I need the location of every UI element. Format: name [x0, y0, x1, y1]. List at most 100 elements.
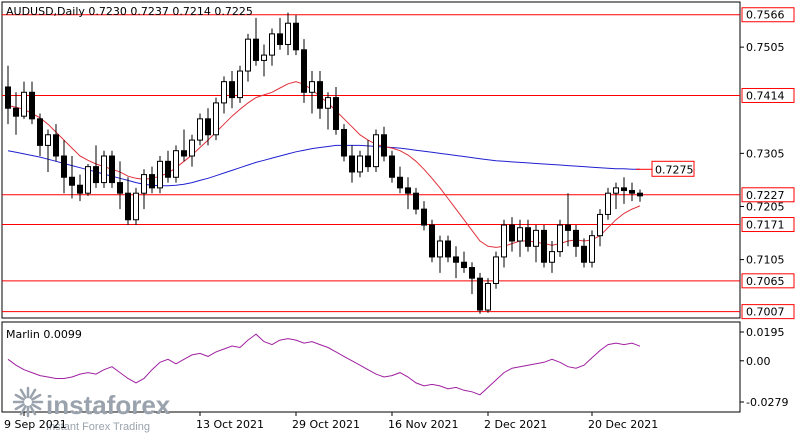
level-label-text: 0.7566 — [746, 9, 785, 22]
candle — [477, 272, 483, 314]
candle — [125, 177, 131, 226]
candle — [117, 161, 123, 210]
candle-body — [133, 192, 139, 221]
candle-body — [389, 155, 395, 178]
candle — [365, 140, 371, 172]
candle — [325, 92, 331, 130]
candle-body — [461, 261, 467, 269]
candle-body — [453, 256, 459, 263]
candle-body — [37, 118, 43, 146]
candle-body — [157, 160, 163, 189]
candle-body — [597, 213, 603, 237]
candle-body — [541, 229, 547, 263]
candle — [285, 12, 291, 56]
candle-body — [549, 251, 555, 263]
candle-body — [253, 38, 259, 61]
candle — [229, 71, 235, 109]
indicator-tick-label: 0.00 — [746, 355, 771, 368]
candle — [485, 278, 491, 313]
watermark-tagline: Instant Forex Trading — [46, 421, 150, 433]
candle-body — [437, 240, 443, 258]
level-label-box — [741, 304, 795, 320]
candle — [205, 108, 211, 146]
price-tick-label: 0.7205 — [746, 200, 785, 213]
candle — [413, 187, 419, 215]
candle-body — [317, 81, 323, 109]
candle-body — [205, 118, 211, 136]
candle-body — [293, 22, 299, 51]
candle — [637, 189, 643, 202]
candle-body — [301, 49, 307, 93]
candle — [421, 201, 427, 231]
candle-body — [613, 187, 619, 194]
candle — [333, 86, 339, 135]
candle — [429, 219, 435, 263]
indicator-label: Marlin 0.0099 — [6, 328, 82, 341]
candlesticks — [5, 12, 643, 314]
candle — [165, 150, 171, 183]
candle — [37, 113, 43, 157]
level-price-label: 0.7007 — [741, 304, 795, 320]
candle — [101, 150, 107, 188]
candle-body — [269, 33, 275, 56]
watermark-logo-ray — [14, 403, 25, 411]
level-price-label: 0.7414 — [741, 87, 795, 103]
candle-body — [173, 150, 179, 178]
candle-body — [341, 128, 347, 157]
candle-body — [357, 155, 363, 173]
level-price-label: 0.7065 — [741, 273, 795, 289]
indicator-tick-label: 0.0195 — [746, 326, 785, 339]
candle-body — [109, 155, 115, 184]
level-label-box — [741, 217, 795, 233]
level-label-box — [741, 87, 795, 103]
level-label-box — [741, 7, 795, 23]
candle-body — [149, 174, 155, 189]
candle — [341, 124, 347, 162]
watermark-brand: instaforex — [46, 390, 171, 420]
candle — [29, 81, 35, 125]
candle-body — [85, 166, 91, 194]
candle-body — [493, 256, 499, 284]
candle-body — [517, 227, 523, 242]
level-label-text: 0.7171 — [746, 219, 785, 232]
candle-body — [261, 54, 267, 61]
candle-body — [533, 229, 539, 247]
level-price-label: 0.7227 — [741, 187, 795, 203]
candle-body — [245, 38, 251, 72]
candle-body — [557, 224, 563, 253]
candle — [349, 145, 355, 183]
price-levels — [2, 14, 740, 313]
watermark-logo-ray — [14, 393, 25, 401]
candle — [85, 163, 91, 196]
candle-body — [45, 134, 51, 146]
candle — [565, 193, 571, 247]
date-tick-label: 9 Sep 2021 — [4, 418, 67, 431]
candle-body — [213, 102, 219, 136]
candle-body — [101, 155, 107, 184]
date-tick-label: 16 Nov 2021 — [388, 418, 458, 431]
candle — [613, 182, 619, 210]
candle — [133, 187, 139, 226]
candle-body — [181, 150, 187, 157]
candle — [317, 71, 323, 119]
candle — [181, 129, 187, 162]
level-label-box — [741, 273, 795, 289]
watermark-logo-ray — [29, 405, 37, 416]
candle-body — [405, 187, 411, 194]
indicator-panel[interactable] — [1, 321, 741, 413]
candle — [573, 225, 579, 257]
level-label-text: 0.7414 — [746, 89, 785, 102]
candle — [509, 217, 515, 252]
date-tick-label: 2 Dec 2021 — [484, 418, 547, 431]
candle — [437, 235, 443, 273]
candle-body — [445, 240, 451, 258]
candle — [581, 238, 587, 268]
candle-body — [421, 208, 427, 226]
candle-body — [117, 182, 123, 194]
candle — [301, 39, 307, 103]
candle — [469, 262, 475, 295]
candle — [589, 230, 595, 268]
candle — [197, 113, 203, 146]
